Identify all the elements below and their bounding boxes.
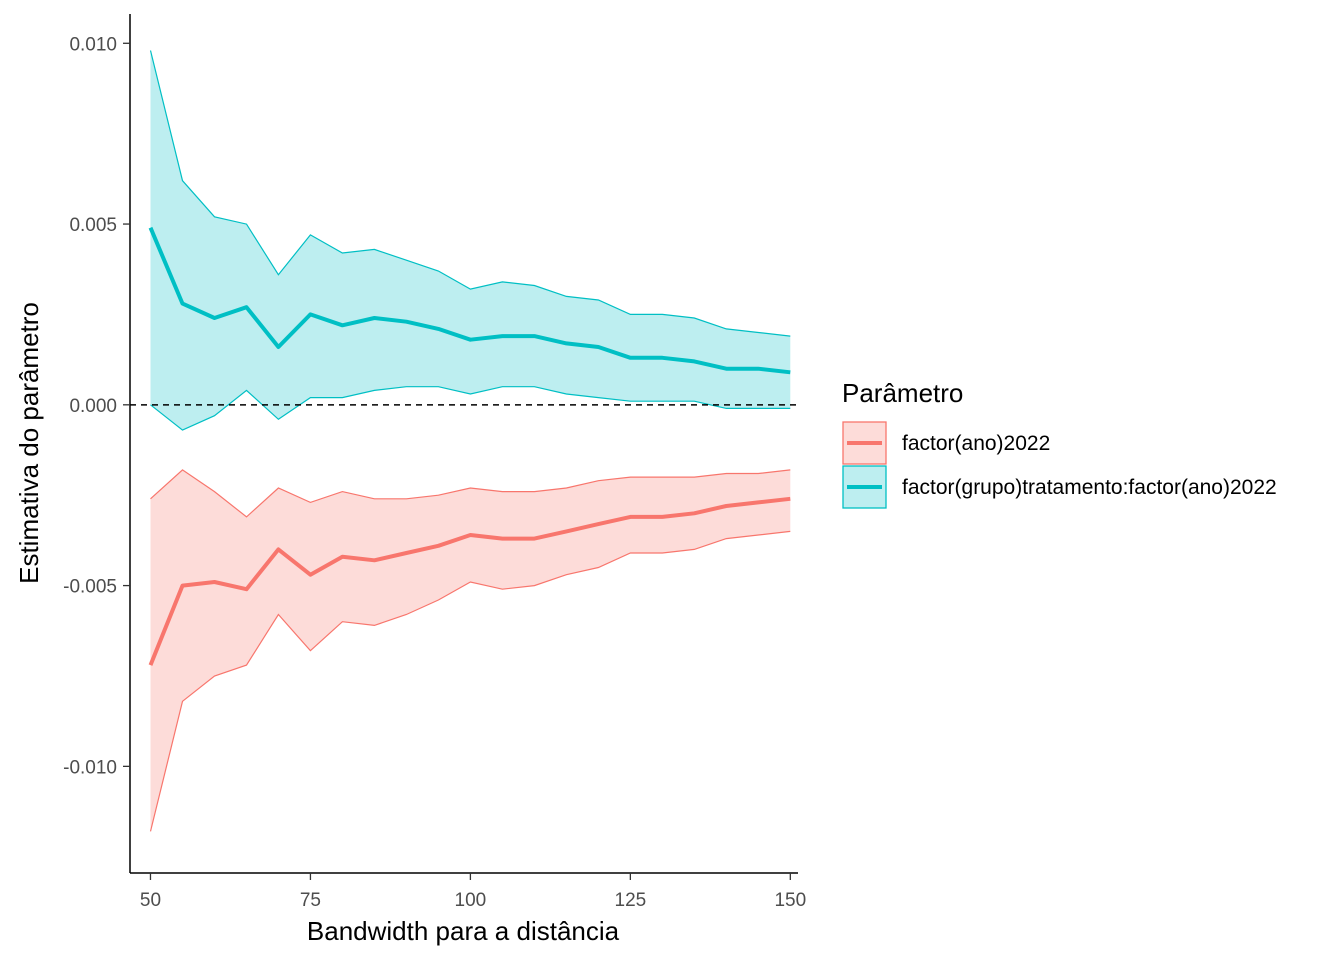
legend-label-series-1: factor(grupo)tratamento:factor(ano)2022 (902, 476, 1277, 499)
y-tick-label: 0.005 (69, 215, 117, 236)
estimate-line-series-0 (148, 496, 791, 666)
legend-item-series-1: factor(grupo)tratamento:factor(ano)2022 (842, 465, 1277, 509)
estimate-line-series-1 (148, 226, 791, 375)
legend-label-series-0: factor(ano)2022 (902, 432, 1050, 455)
x-tick-label: 150 (774, 890, 806, 911)
y-tick-label: 0.010 (69, 34, 117, 55)
x-tick-label: 125 (615, 890, 647, 911)
ribbon-series-0 (150, 469, 791, 832)
legend-item-series-0: factor(ano)2022 (842, 421, 1050, 465)
legend-title: Parâmetro (842, 378, 963, 408)
x-axis-title: Bandwidth para a distância (307, 916, 620, 946)
lower-bound-line-series-0 (149, 530, 791, 832)
axes: 50 75 100 125 150 0.010 0.005 0.000 -0.005 -0.010 (63, 14, 806, 911)
ribbon-series-1 (150, 50, 791, 431)
x-tick-label: 50 (140, 890, 161, 911)
x-tick-label: 100 (455, 890, 487, 911)
y-tick-label: -0.005 (63, 577, 117, 598)
plot-area (130, 50, 798, 832)
upper-bound-line-series-1 (149, 50, 791, 337)
y-tick-label: 0.000 (69, 396, 117, 417)
y-tick-label: -0.010 (63, 757, 117, 778)
lower-bound-line-series-1 (150, 386, 791, 431)
legend: Parâmetro factor(ano)2022 factor(grupo)tr… (842, 378, 1277, 509)
y-axis-title: Estimativa do parâmetro (14, 302, 44, 584)
x-tick-label: 75 (300, 890, 321, 911)
upper-bound-line-series-0 (150, 469, 791, 518)
